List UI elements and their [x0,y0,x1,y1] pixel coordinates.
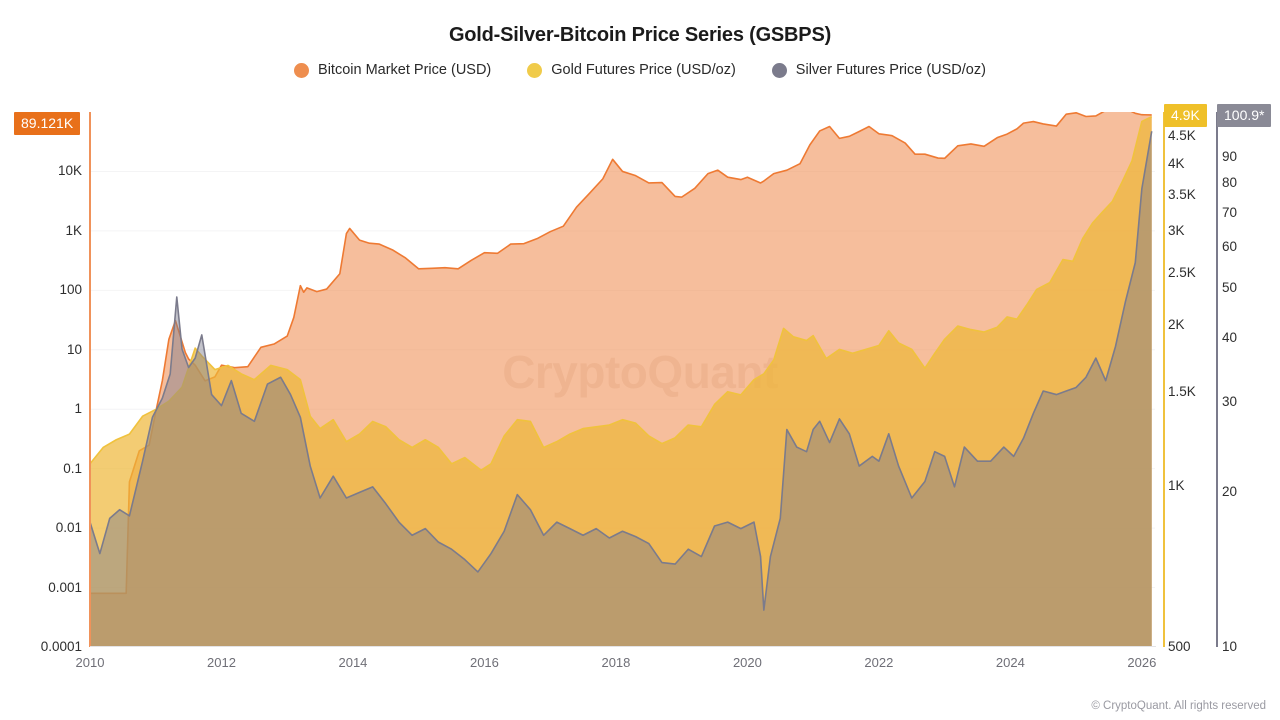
legend-label-gold: Gold Futures Price (USD/oz) [551,62,736,78]
series-line-gold [90,115,1153,472]
axis-tick-silver-3: 60 [1222,239,1238,255]
legend-item-gold[interactable]: Gold Futures Price (USD/oz) [527,62,736,78]
legend-dot-bitcoin-icon [294,62,310,78]
axis-tick-bitcoin-5: 0.1 [63,460,82,476]
legend-label-silver: Silver Futures Price (USD/oz) [795,62,986,78]
copyright-footer: © CryptoQuant. All rights reserved [1091,700,1266,712]
status-badge-gold: 4.9K [1164,104,1207,127]
legend-item-silver[interactable]: Silver Futures Price (USD/oz) [771,62,986,78]
axis-tick-x-7: 2024 [995,655,1025,670]
axis-tick-x-3: 2016 [469,655,499,670]
axis-tick-x-0: 2010 [75,655,105,670]
axis-tick-x-1: 2012 [207,655,236,670]
axis-tick-silver-4: 50 [1222,279,1238,295]
axis-tick-silver-1: 80 [1222,175,1238,191]
axis-tick-gold-2: 3.5K [1168,186,1196,202]
axis-tick-gold-0: 4.5K [1168,128,1196,144]
axis-tick-gold-3: 3K [1168,222,1185,238]
axis-line-gold [1163,112,1165,647]
chart-plot-area[interactable] [90,112,1155,647]
legend-dot-silver-icon [771,62,787,78]
status-badge-silver: 100.9* [1217,104,1272,127]
legend-label-bitcoin: Bitcoin Market Price (USD) [318,62,492,78]
axis-tick-gold-5: 2K [1168,316,1185,332]
axis-tick-x-5: 2020 [732,655,762,670]
chart-canvas [90,112,1155,647]
status-badge-bitcoin: 89.121K [14,112,81,135]
axis-tick-silver-0: 90 [1222,148,1238,164]
axis-line-bitcoin [89,112,91,647]
axis-tick-gold-1: 4K [1168,155,1185,171]
series-layer [90,112,1153,647]
axis-tick-silver-2: 70 [1222,204,1238,220]
axis-tick-gold-7: 1K [1168,477,1185,493]
axis-tick-silver-8: 10 [1222,639,1238,654]
axis-line-silver [1216,112,1218,647]
axis-tick-bitcoin-0: 10K [57,163,82,179]
series-line-bitcoin [90,112,1152,595]
axis-tick-bitcoin-8: 0.0001 [40,639,82,654]
series-area-silver [90,131,1152,647]
series-line-silver [90,131,1153,611]
axis-tick-x-8: 2026 [1127,655,1157,670]
axis-tick-bitcoin-6: 0.01 [55,520,82,536]
chart-legend: Bitcoin Market Price (USD) Gold Futures … [0,62,1280,78]
axis-tick-x-6: 2022 [864,655,894,670]
series-area-gold [90,116,1152,647]
axis-tick-bitcoin-7: 0.001 [48,579,82,595]
legend-dot-gold-icon [527,62,543,78]
axis-tick-gold-8: 500 [1168,639,1191,654]
axis-tick-x-2: 2014 [338,655,368,670]
axis-tick-bitcoin-4: 1 [74,401,82,417]
axis-tick-bitcoin-1: 1K [65,222,82,238]
axis-tick-silver-6: 30 [1222,393,1238,409]
axis-tick-bitcoin-3: 10 [66,341,82,357]
page-title: Gold-Silver-Bitcoin Price Series (GSBPS) [448,24,832,46]
axis-tick-gold-4: 2.5K [1168,265,1196,281]
axis-tick-bitcoin-2: 100 [59,282,82,298]
axis-tick-x-4: 2018 [601,655,631,670]
axis-line-x [90,646,1156,647]
axis-tick-gold-6: 1.5K [1168,383,1196,399]
axis-tick-silver-5: 40 [1222,329,1238,345]
axis-tick-silver-7: 20 [1222,484,1238,500]
legend-item-bitcoin[interactable]: Bitcoin Market Price (USD) [294,62,491,78]
